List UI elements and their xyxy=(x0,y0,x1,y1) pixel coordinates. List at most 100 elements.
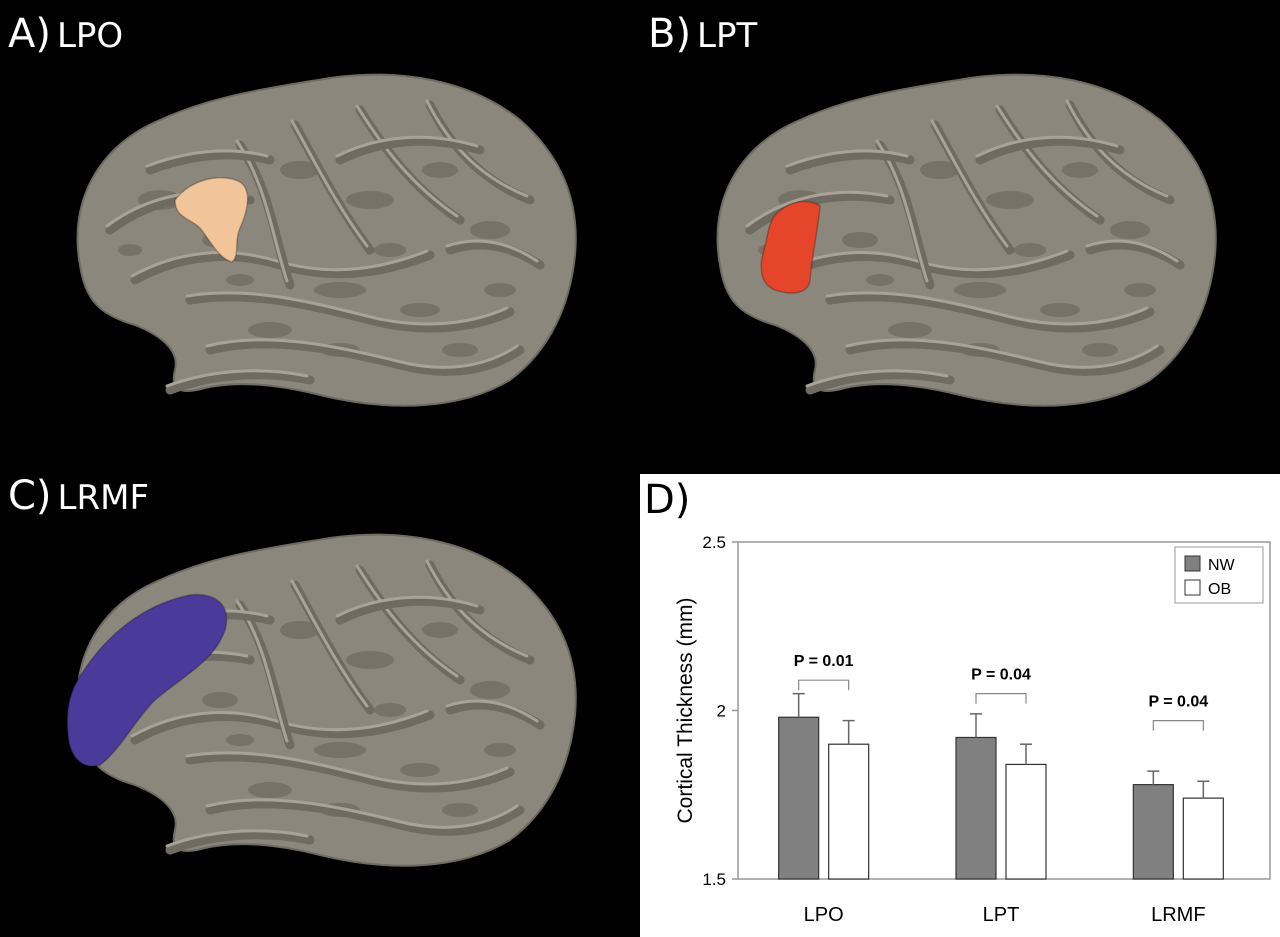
p-value-annotation: P = 0.01 xyxy=(794,653,854,670)
gyrus-fold-highlight xyxy=(445,699,539,723)
sulcus-patch xyxy=(400,763,440,777)
panel-a-region: LPO xyxy=(56,16,124,56)
highlighted-region-lrmf xyxy=(66,593,228,767)
sulcus-patch xyxy=(1082,343,1118,357)
y-tick-label: 1.5 xyxy=(702,870,726,889)
gyrus-fold-highlight xyxy=(770,249,1069,278)
sulcus-patch xyxy=(442,343,478,357)
gyrus-fold-shadow xyxy=(145,150,275,175)
legend: NW OB xyxy=(1174,546,1264,604)
gyrus-fold-highlight xyxy=(930,119,1009,248)
gyrus-fold-shadow xyxy=(1085,240,1185,270)
sulcus-patch xyxy=(226,734,254,746)
bar-chart: 1.5 2 2.5 Cortical Thickness (mm) P = 0.01 LP… xyxy=(674,533,1271,926)
gyrus-fold-shadow xyxy=(185,752,515,793)
gyrus-fold-highlight xyxy=(335,135,479,158)
sulcus-patch xyxy=(226,274,254,286)
x-tick-label: LPT xyxy=(983,904,1020,926)
y-tick-label: 2 xyxy=(717,702,726,721)
gyrus-fold-highlight xyxy=(355,564,459,678)
gyrus-fold-highlight xyxy=(1085,239,1179,263)
gyrus-fold-highlight xyxy=(425,99,529,198)
gyrus-fold-highlight xyxy=(745,190,889,228)
highlighted-region-lpo xyxy=(174,177,249,263)
sulcus-patch xyxy=(314,282,366,298)
gyrus-fold-highlight xyxy=(445,239,539,263)
sulcus-patch xyxy=(1014,243,1046,257)
gyrus-fold-highlight xyxy=(290,119,369,248)
bar-ob-lrmf xyxy=(1182,797,1224,880)
gyrus-fold-shadow xyxy=(205,339,525,376)
bar-nw-lpo xyxy=(778,716,820,880)
gyrus-fold-highlight xyxy=(205,798,519,829)
panel-b-region: LPT xyxy=(697,16,758,56)
gyrus-fold-shadow xyxy=(785,150,915,175)
x-tick-label: LPO xyxy=(804,904,844,926)
y-tick-label: 2.5 xyxy=(702,533,726,552)
gyrus-fold-shadow xyxy=(445,700,545,730)
sulcus-patch xyxy=(484,743,516,757)
sulcus-patch xyxy=(202,692,238,708)
sulcus-patch xyxy=(280,621,320,639)
gyrus-fold-highlight xyxy=(165,829,309,848)
gyrus-fold-shadow xyxy=(205,799,525,836)
sulcus-patch xyxy=(314,742,366,758)
gyrus-fold-highlight xyxy=(165,369,309,388)
bar-nw-lrmf xyxy=(1132,784,1174,880)
x-tick-label: LRMF xyxy=(1151,904,1205,926)
panel-b-letter: B) xyxy=(648,11,692,57)
sulcus-patch xyxy=(470,221,510,239)
panel-c-letter: C) xyxy=(8,473,52,519)
gyrus-fold-shadow xyxy=(335,596,485,625)
gyrus-fold-highlight xyxy=(825,291,1149,326)
gyrus-fold-highlight xyxy=(185,751,509,786)
gyrus-fold-highlight xyxy=(335,595,479,618)
gyrus-fold-highlight xyxy=(130,709,429,738)
bar-ob-lpt xyxy=(1005,763,1047,880)
legend-label-nw: NW xyxy=(1208,557,1236,574)
sulcus-patch xyxy=(374,703,406,717)
bar-nw-lpt xyxy=(955,736,997,880)
gyrus-fold-highlight xyxy=(995,104,1099,218)
sulcus-patch xyxy=(442,803,478,817)
sulcus-patch xyxy=(1110,221,1150,239)
brain-surface-lpt xyxy=(716,73,1217,407)
sulcus-patch xyxy=(248,782,292,798)
panel-c-region: LRMF xyxy=(57,478,150,518)
brain-surface-lpo xyxy=(76,73,577,407)
significance-bracket xyxy=(1152,720,1204,731)
sulcus-patch xyxy=(280,161,320,179)
sulcus-patch xyxy=(346,651,394,669)
sulcus-patch xyxy=(888,322,932,338)
sulcus-patch xyxy=(842,232,878,248)
gyrus-fold-shadow xyxy=(165,830,315,855)
panel-a-label: A) LPO xyxy=(8,14,123,54)
gyrus-fold-shadow xyxy=(805,370,955,395)
gyrus-fold-highlight xyxy=(290,579,369,708)
y-axis-label: Cortical Thickness (mm) xyxy=(674,598,697,824)
panel-b-label: B) LPT xyxy=(648,14,757,54)
gyrus-fold-highlight xyxy=(130,249,429,278)
sulcus-patch xyxy=(1062,162,1098,178)
gyrus-fold-highlight xyxy=(185,291,509,326)
gyrus-fold-shadow xyxy=(975,136,1125,165)
gyrus-fold-shadow xyxy=(845,339,1165,376)
sulcus-patch xyxy=(374,243,406,257)
sulcus-patch xyxy=(1040,303,1080,317)
gyrus-fold-shadow xyxy=(825,292,1155,333)
sulcus-patch xyxy=(400,303,440,317)
sulcus-patch xyxy=(866,274,894,286)
gyrus-fold-shadow xyxy=(335,136,485,165)
p-value-annotation: P = 0.04 xyxy=(971,667,1031,684)
panel-d-letter: D) xyxy=(644,477,691,523)
legend-label-ob: OB xyxy=(1208,581,1231,598)
significance-bracket xyxy=(975,693,1027,704)
significance-bracket xyxy=(798,679,850,691)
sulcus-patch xyxy=(920,161,960,179)
gyrus-fold-highlight xyxy=(805,369,949,388)
sulcus-patch xyxy=(484,283,516,297)
gyrus-fold-highlight xyxy=(145,149,269,168)
sulcus-patch xyxy=(470,681,510,699)
sulcus-patch xyxy=(422,622,458,638)
brain-surface-lrmf xyxy=(66,533,577,867)
